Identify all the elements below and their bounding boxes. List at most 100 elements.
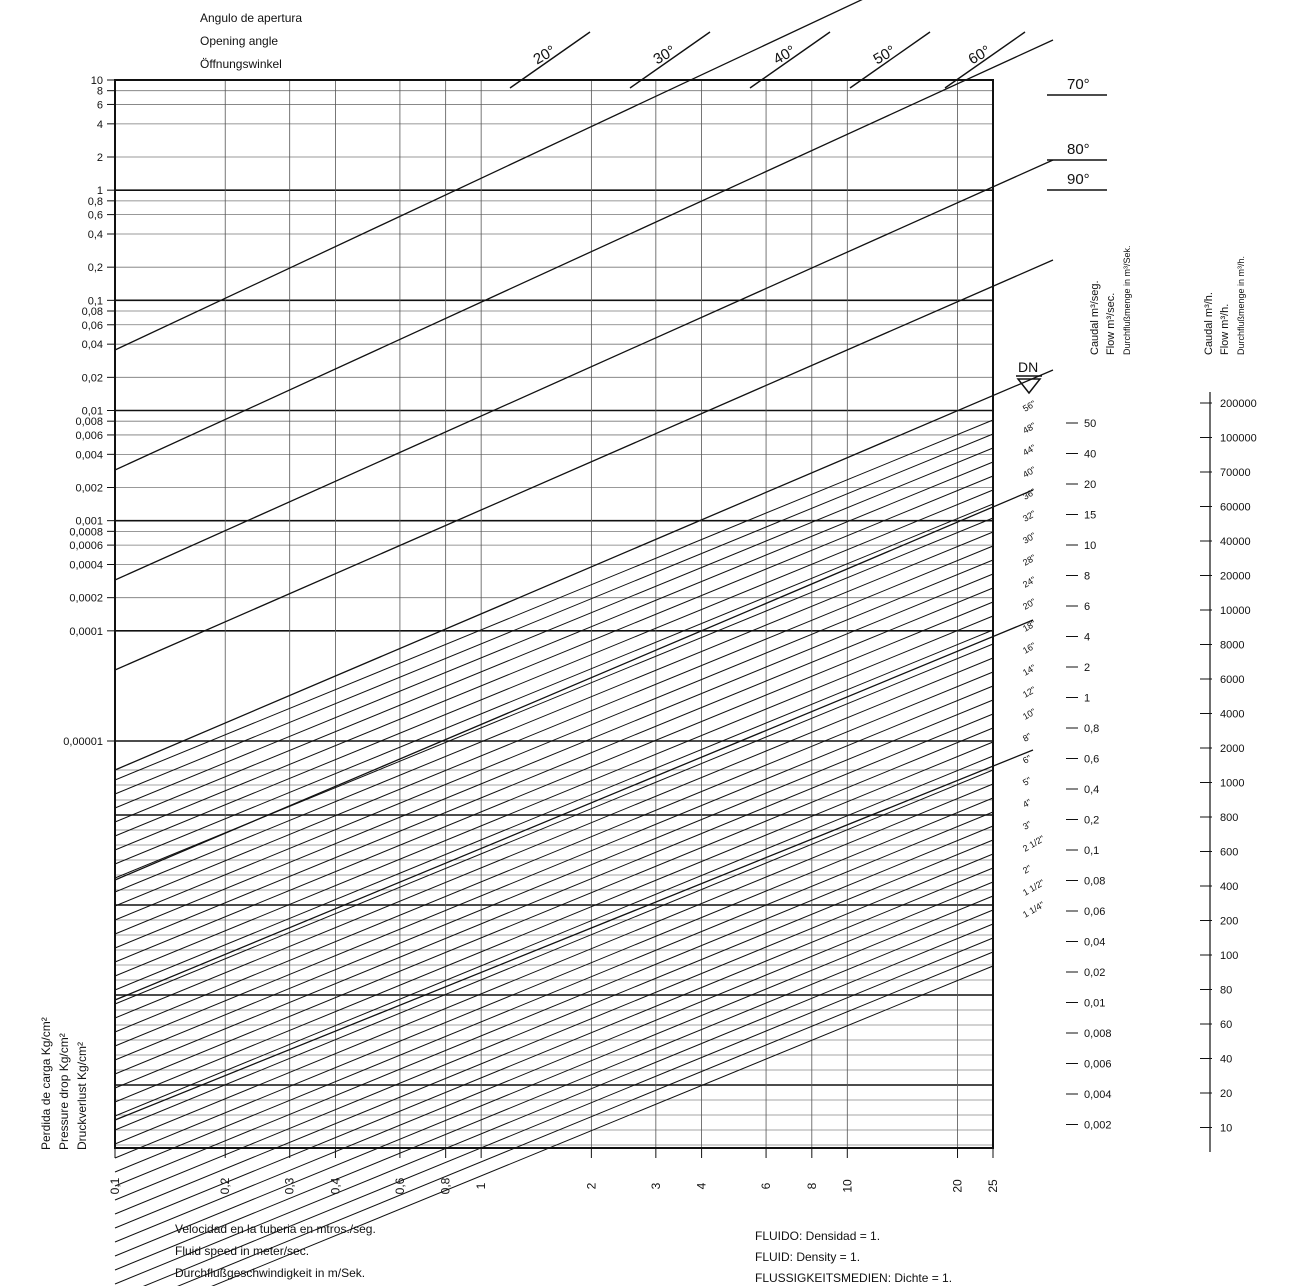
dn-line <box>114 909 994 1271</box>
flow-m3h-tick-label: 40 <box>1220 1054 1232 1066</box>
y-tick-label: 0,00001 <box>63 736 103 748</box>
flow-m3h-tick-label: 10000 <box>1220 605 1251 617</box>
dn-title: DN <box>1018 359 1038 375</box>
flow-m3s-tick-label: 0,6 <box>1084 754 1099 766</box>
dn-line <box>114 475 994 837</box>
dn-line <box>114 447 994 809</box>
flow-m3s-title-line-3: Durchflußmenge in m³/Sek. <box>1122 245 1132 355</box>
x-tick-group: 0,2 <box>218 1177 232 1194</box>
plot-frame <box>114 79 994 1149</box>
dn-size-label: 30" <box>1021 530 1037 545</box>
dn-size-labels: 56" 48" 44" 40" 36" 32" 30" 28" 24" 20" 18" 16" 14" 1… <box>1021 398 1046 919</box>
flow-m3h-tick-label: 20 <box>1220 1088 1232 1100</box>
angle-label: 40° <box>771 42 799 68</box>
flow-m3h-tick-label: 80 <box>1220 985 1232 997</box>
x-tick-label: 4 <box>695 1182 709 1189</box>
fluid-note-line-1: FLUIDO: Densidad = 1. <box>755 1229 880 1243</box>
x-tick-label: 0,1 <box>108 1177 122 1194</box>
dn-size-label: 5" <box>1021 775 1033 788</box>
x-tick-group: 3 <box>649 1182 663 1189</box>
flow-m3h-tick-label: 1000 <box>1220 778 1244 790</box>
dn-line <box>114 489 994 851</box>
y-tick-label: 2 <box>97 152 103 164</box>
dn-size-label: 1 1/2" <box>1021 877 1046 897</box>
flow-scale-m3s: 50 40 20 15 10 8 6 4 2 1 0,8 0,6 0,4 0,2 0,1 0,08 0,06 0,… <box>1066 418 1112 1132</box>
x-tick-group: 0,1 <box>108 1177 122 1194</box>
dn-line <box>177 951 994 1286</box>
dn-line <box>114 601 994 963</box>
flow-m3s-tick-label: 0,002 <box>1084 1120 1112 1132</box>
dn-size-label: 20" <box>1021 596 1037 611</box>
dn-line <box>114 839 994 1201</box>
dn-line <box>114 657 994 1019</box>
flow-m3s-title-line-2: Flow m³/sec. <box>1105 293 1117 355</box>
dn-size-label: 4" <box>1021 797 1033 810</box>
flow-m3s-tick-label: 0,006 <box>1084 1059 1112 1071</box>
dn-size-label: 12" <box>1021 684 1037 699</box>
dn-line <box>114 923 994 1285</box>
angle-leader <box>749 31 831 89</box>
vertical-gridlines <box>114 80 994 1158</box>
flow-m3s-tick-label: 20 <box>1084 479 1096 491</box>
x-tick-group: 20 <box>951 1179 965 1193</box>
flow-m3h-tick-label: 100 <box>1220 950 1238 962</box>
dn-size-label: 2 1/2" <box>1021 833 1046 853</box>
dn-line <box>114 503 994 865</box>
dn-size-label: 32" <box>1021 508 1037 523</box>
angle-line <box>114 39 1054 471</box>
y-tick-label: 0,6 <box>88 210 103 222</box>
flow-m3h-tick-label: 2000 <box>1220 743 1244 755</box>
angle-label: 60° <box>966 42 994 68</box>
dn-line <box>114 769 994 1131</box>
dn-line <box>114 811 994 1173</box>
flow-m3s-tick-label: 0,4 <box>1084 784 1099 796</box>
dn-line <box>114 433 994 795</box>
flow-m3h-tick-label: 200 <box>1220 916 1238 928</box>
flow-m3h-tick-label: 600 <box>1220 847 1238 859</box>
dn-line <box>114 853 994 1215</box>
x-axis-title-line-3: Durchflußgeschwindigkeit in m/Sek. <box>175 1266 365 1280</box>
flow-m3h-title-line-2: Flow m³/h. <box>1219 304 1231 355</box>
flow-m3h-tick-label: 60 <box>1220 1019 1232 1031</box>
dn-line <box>114 699 994 1061</box>
dn-line <box>114 517 994 879</box>
dn-line <box>114 867 994 1229</box>
dn-line <box>142 937 994 1286</box>
x-tick-group: 10 <box>840 1179 854 1193</box>
y-tick-label: 0,8 <box>88 196 103 208</box>
flow-m3h-tick-label: 70000 <box>1220 467 1251 479</box>
dn-size-label: 36" <box>1021 486 1037 501</box>
x-tick-label: 0,4 <box>328 1177 342 1194</box>
x-tick-group: 2 <box>584 1182 598 1189</box>
y-tick-label: 0,01 <box>82 406 103 418</box>
x-tick-label: 8 <box>805 1182 819 1189</box>
diagonal-family-lines <box>114 0 1054 1286</box>
x-tick-label: 0,2 <box>218 1177 232 1194</box>
dn-line <box>114 615 994 977</box>
y-tick-label: 0,0006 <box>69 540 103 552</box>
flow-m3s-tick-label: 15 <box>1084 510 1096 522</box>
flow-m3h-tick-label: 4000 <box>1220 709 1244 721</box>
flow-m3s-tick-label: 2 <box>1084 662 1090 674</box>
flow-m3h-tick-label: 40000 <box>1220 536 1251 548</box>
dn-size-label: 1 1/4" <box>1021 899 1046 919</box>
x-tick-label: 0,8 <box>439 1177 453 1194</box>
dn-size-label: 56" <box>1021 398 1037 413</box>
angle-label: 20° <box>531 42 559 68</box>
y-tick-label: 0,008 <box>75 416 103 428</box>
flow-m3h-tick-label: 20000 <box>1220 571 1251 583</box>
angle-label: 50° <box>871 42 899 68</box>
flow-m3h-tick-label: 200000 <box>1220 398 1257 410</box>
x-axis-title-line-2: Fluid speed in meter/sec. <box>175 1244 309 1258</box>
flow-m3h-tick-label: 800 <box>1220 812 1238 824</box>
dn-line <box>114 881 994 1243</box>
x-tick-label: 25 <box>986 1179 1000 1193</box>
dn-line <box>114 825 994 1187</box>
flow-m3h-title-line-1: Caudal m³/h. <box>1203 292 1215 355</box>
dn-size-label: 8" <box>1021 731 1033 744</box>
flow-m3s-tick-label: 50 <box>1084 418 1096 430</box>
y-tick-label: 0,004 <box>75 449 103 461</box>
flow-m3s-tick-label: 0,08 <box>1084 876 1105 888</box>
flow-m3s-tick-label: 1 <box>1084 693 1090 705</box>
